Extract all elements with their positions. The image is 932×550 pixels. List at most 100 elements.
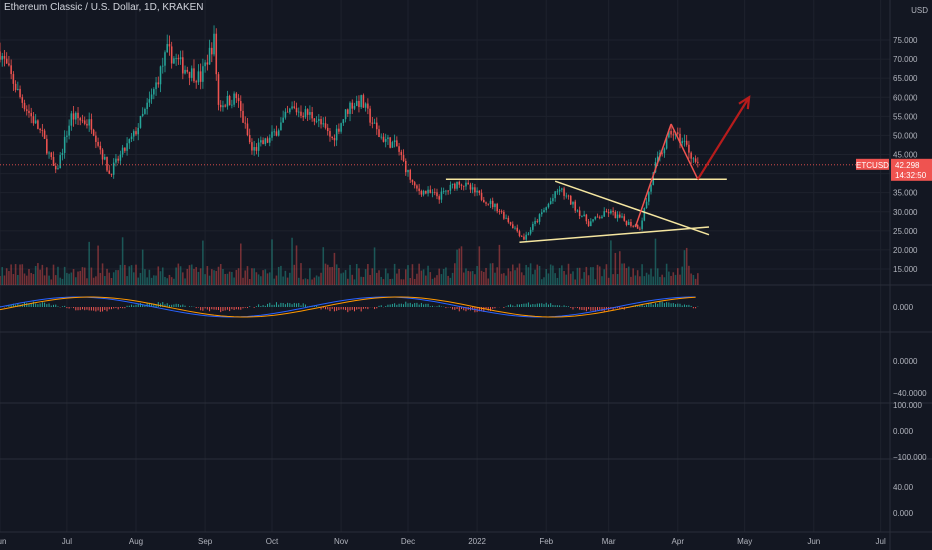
rally-line: [634, 123, 672, 228]
time-axis[interactable]: Jun Jul Aug Sep Oct Nov Dec 2022 Feb Mar Apr May Jun…: [0, 537, 886, 546]
candle-body: [262, 140, 264, 145]
candle-body: [338, 128, 340, 132]
volume-bar: [215, 270, 218, 285]
candle-body: [90, 119, 93, 130]
volume-bar: [636, 270, 639, 285]
volume-bar: [32, 274, 35, 285]
volume-bar: [536, 264, 539, 285]
candle-body: [277, 130, 280, 136]
candle-body: [520, 235, 523, 237]
volume-bar: [70, 272, 73, 285]
candle-body: [43, 130, 46, 139]
volume-bar: [413, 278, 416, 285]
volume-bar: [389, 279, 391, 285]
candle-body: [255, 147, 258, 151]
volume-bar: [398, 268, 400, 285]
volume-bar: [164, 276, 166, 285]
volume-bar: [674, 274, 677, 285]
volume-bar: [161, 267, 164, 285]
price-axis[interactable]: 75.000 70.000 65.000 60.000 55.000 50.000 45.0…: [893, 36, 927, 518]
volume-bar: [37, 263, 39, 285]
volume-bar: [146, 277, 148, 285]
volume-bar: [656, 268, 659, 285]
candle-body: [306, 109, 309, 115]
candle-body: [440, 191, 443, 200]
candle-body: [70, 113, 73, 126]
candle-body: [253, 147, 255, 151]
candle-body: [471, 187, 474, 190]
volume-bar: [329, 267, 331, 285]
volume-bar: [545, 269, 548, 285]
candle-body: [17, 88, 19, 90]
candle-body: [509, 222, 512, 225]
volume-bar: [688, 265, 690, 285]
candle-body: [128, 139, 131, 144]
volume-bar: [101, 263, 104, 285]
volume-bar: [95, 276, 97, 285]
volume-bar: [355, 263, 358, 285]
candle-body: [549, 201, 552, 204]
candle-body: [355, 100, 358, 106]
candle-body: [598, 217, 601, 219]
volume-bar: [382, 279, 385, 285]
time-tick-label: 2022: [468, 537, 486, 546]
volume-bar: [184, 278, 186, 285]
candle-body: [632, 225, 634, 227]
candle-body: [333, 137, 336, 141]
volume-bar: [665, 263, 668, 285]
currency-label: USD: [911, 6, 928, 15]
candle-body: [0, 51, 1, 60]
candle-body: [190, 68, 193, 78]
volume-bar: [88, 241, 90, 285]
volume-bar: [561, 265, 563, 285]
candle-body: [594, 216, 597, 220]
candle-body: [342, 119, 345, 124]
projection-arrow: [696, 96, 751, 180]
candle-body: [226, 96, 229, 107]
volume-bar: [373, 247, 376, 285]
candle-body: [391, 142, 394, 148]
candle-body: [525, 234, 527, 240]
candle-body: [164, 52, 166, 66]
volume-bar: [246, 266, 249, 285]
candle-body: [643, 208, 646, 221]
volume-bar: [108, 272, 111, 285]
volume-bar: [648, 274, 650, 285]
volume-bar: [237, 268, 240, 285]
volume-bar: [168, 274, 171, 285]
candle-body: [545, 207, 548, 211]
candle-body: [5, 58, 8, 64]
volume-bar: [3, 275, 6, 285]
volume-bar: [474, 274, 476, 285]
volume-bar: [532, 274, 534, 285]
candle-body: [251, 142, 253, 151]
candle-body: [324, 123, 327, 128]
volume-bar: [659, 276, 661, 285]
volume-bar: [322, 247, 325, 285]
volume-bar: [315, 275, 318, 285]
volume-bar: [248, 279, 251, 285]
volume-bar: [63, 266, 66, 285]
candle-body: [387, 137, 389, 140]
candle-body: [75, 112, 77, 120]
time-tick-label: Nov: [334, 537, 348, 546]
volume-bar: [353, 279, 356, 285]
volume-bar: [427, 265, 429, 285]
volume-bar: [467, 270, 469, 285]
candle-body: [266, 138, 269, 143]
candle-body: [195, 81, 197, 83]
volume-bar: [25, 275, 28, 285]
macd-pane: [0, 296, 699, 318]
volume-bar: [311, 279, 313, 285]
volume-bar: [226, 273, 229, 285]
volume-bar: [275, 275, 278, 285]
volume-bar: [43, 275, 46, 285]
volume-bar: [242, 277, 244, 285]
candle-body: [650, 184, 652, 192]
volume-bar: [498, 244, 501, 285]
volume-bar: [199, 268, 202, 285]
volume-bar: [197, 271, 200, 285]
volume-bar: [387, 273, 389, 285]
